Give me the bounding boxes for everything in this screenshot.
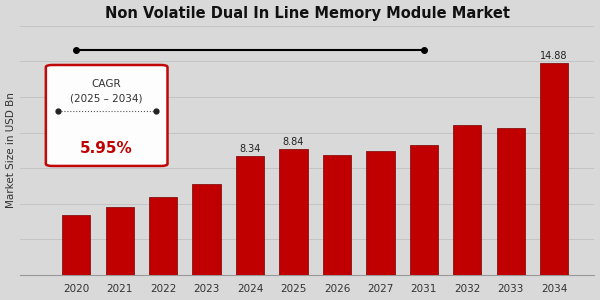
Bar xyxy=(453,125,481,275)
Text: (2025 – 2034): (2025 – 2034) xyxy=(70,93,143,103)
FancyBboxPatch shape xyxy=(46,65,167,166)
Bar xyxy=(323,155,351,275)
Text: CAGR: CAGR xyxy=(92,79,121,89)
Bar xyxy=(280,149,308,275)
Text: 8.34: 8.34 xyxy=(239,144,261,154)
Bar xyxy=(366,151,395,275)
Text: 5.95%: 5.95% xyxy=(80,141,133,156)
Bar xyxy=(410,145,438,275)
Bar xyxy=(193,184,221,275)
Title: Non Volatile Dual In Line Memory Module Market: Non Volatile Dual In Line Memory Module … xyxy=(104,6,509,21)
Bar xyxy=(540,63,568,275)
Y-axis label: Market Size in USD Bn: Market Size in USD Bn xyxy=(5,92,16,208)
Bar xyxy=(62,215,91,275)
Bar xyxy=(106,207,134,275)
Bar xyxy=(149,196,177,275)
Text: 8.84: 8.84 xyxy=(283,137,304,147)
Text: 14.88: 14.88 xyxy=(541,51,568,61)
Bar xyxy=(497,128,525,275)
Bar xyxy=(236,156,264,275)
